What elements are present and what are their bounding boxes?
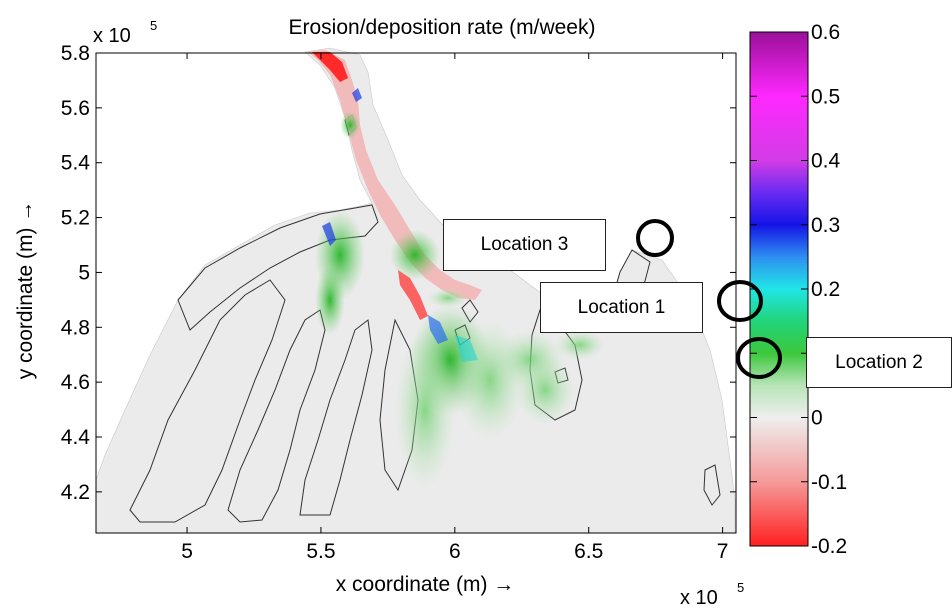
x-tick-label: 5.5 [306,540,335,563]
x-multiplier-base: x 10 [680,587,718,609]
chart-title: Erosion/deposition rate (m/week) [289,16,596,39]
y-tick-label: 4.2 [61,481,90,504]
y-multiplier: x 10 5 [93,18,157,47]
axes-box [95,52,737,534]
y-multiplier-exponent: 5 [150,18,157,33]
location-3-marker [636,219,674,257]
x-multiplier: x 10 5 [680,580,744,609]
deposition-cyan [455,335,478,362]
y-multiplier-base: x 10 [93,25,131,47]
colorbar-tick-label: 0.4 [811,150,841,173]
colorbar-tick-label: 0.2 [811,278,840,301]
contour-line [299,319,373,516]
colorbar-tick-label: -0.1 [811,471,847,494]
deposition-patch [395,330,455,490]
x-axis-label: x coordinate (m) → [336,573,515,596]
location-1-marker [717,280,763,322]
y-tick-label: 4.8 [61,316,90,339]
erosion-core [398,270,428,320]
y-tick-label: 5.4 [61,152,91,175]
y-tick-label: 5.8 [61,42,90,65]
location-2-marker [736,337,782,379]
deposition-patch [315,265,345,335]
contour-line [703,464,721,506]
colorbar-tick-label: 0.6 [811,21,840,44]
colorbar-tick-label: 0.3 [811,214,840,237]
x-multiplier-exponent: 5 [737,580,744,595]
y-tick-label: 5 [78,261,90,284]
colorbar-tick-label: -0.2 [811,535,847,558]
erosion-core [312,52,348,82]
deposition-patch [428,288,468,308]
y-tick-label: 4.6 [61,371,90,394]
deposition-blue [428,315,448,344]
deposition-patch [390,230,440,280]
location-2-callout: Location 2 [806,337,952,388]
y-tick-label: 5.6 [61,97,90,120]
x-tick-label: 6 [449,540,461,563]
x-tick-label: 7 [717,540,729,563]
y-tick-label: 4.4 [61,426,91,449]
deposition-zone [315,88,605,490]
deposition-patch [515,355,575,425]
y-axis: 4.2 4.4 4.6 4.8 5 5.2 5.4 5.6 5.8 [61,42,736,504]
y-tick-label: 5.2 [61,207,90,230]
deposition-blue [322,222,336,246]
location-1-callout: Location 1 [540,282,703,333]
deposition-blue [352,88,362,102]
deposition-patch [340,111,360,139]
x-tick-label: 6.5 [574,540,603,563]
x-tick-label: 5 [181,540,193,563]
deposition-patch [555,330,605,360]
colorbar [749,31,809,547]
colorbar-tick-label: 0.5 [811,85,840,108]
contour-line [177,204,379,331]
x-axis: 5 5.5 6 6.5 7 [181,53,728,563]
location-3-callout: Location 3 [443,219,606,271]
colorbar-tick-label: 0 [811,407,823,430]
colorbar-axis: 0.60.50.40.30.20.10-0.1-0.2 [750,21,847,558]
contour-line [129,279,286,523]
y-axis-label: y coordinate (m) → [14,201,37,380]
